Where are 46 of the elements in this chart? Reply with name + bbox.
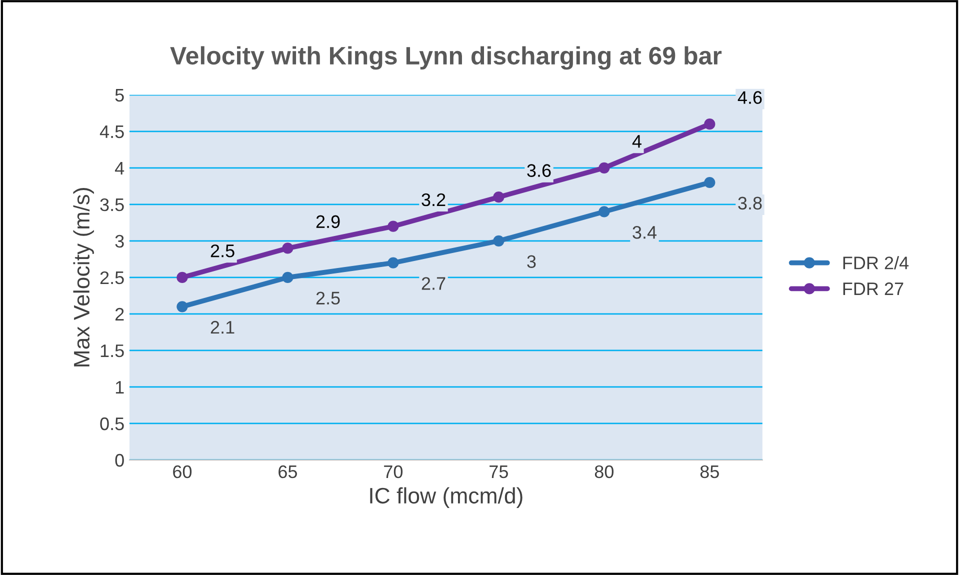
x-tick-label: 60 bbox=[173, 465, 192, 478]
legend-label: FDR 27 bbox=[843, 282, 904, 296]
y-tick-label: 3 bbox=[115, 234, 124, 248]
data-label: 3.2 bbox=[422, 193, 446, 206]
y-tick-label: 4 bbox=[114, 162, 124, 174]
y-tick-label: 3.5 bbox=[100, 198, 124, 212]
y-tick-label: 2.5 bbox=[100, 271, 124, 284]
point bbox=[282, 272, 294, 283]
x-tick-label: 70 bbox=[384, 465, 403, 478]
data-label: 2.1 bbox=[210, 320, 234, 334]
data-label: 2.5 bbox=[210, 244, 234, 258]
x-tick-label: 65 bbox=[278, 465, 297, 478]
point bbox=[704, 118, 716, 130]
y-tick-label: 5 bbox=[115, 88, 124, 102]
data-label: 2.7 bbox=[422, 277, 446, 290]
y-tick-label: 1 bbox=[116, 381, 124, 394]
y-tick-label: 1.5 bbox=[100, 344, 124, 358]
data-label: 3.4 bbox=[632, 226, 657, 239]
x-axis-title: IC flow (mcm/d) bbox=[370, 487, 522, 508]
data-label: 3.8 bbox=[738, 196, 762, 210]
point bbox=[176, 301, 188, 312]
point bbox=[598, 206, 610, 218]
data-label: 4.6 bbox=[738, 91, 762, 104]
x-tick-label: 75 bbox=[490, 466, 508, 478]
data-label: 3.6 bbox=[527, 164, 551, 177]
point bbox=[388, 220, 399, 232]
y-tick-label: 0 bbox=[115, 454, 124, 467]
x-tick-label: 85 bbox=[700, 465, 719, 478]
point bbox=[493, 235, 504, 246]
y-axis-title: Max Velocity (m/s) bbox=[73, 188, 94, 366]
y-tick-label: 0.5 bbox=[100, 417, 124, 430]
point bbox=[598, 162, 610, 174]
y-tick-label: 4.5 bbox=[100, 126, 124, 138]
point bbox=[704, 176, 716, 188]
y-tick-label: 2 bbox=[115, 308, 124, 320]
x-tick-label: 80 bbox=[594, 465, 614, 478]
data-label: 2.9 bbox=[316, 215, 340, 228]
data-label: 4 bbox=[632, 135, 642, 148]
data-label: 2.5 bbox=[316, 292, 340, 305]
point bbox=[282, 242, 294, 254]
legend-label: FDR 2/4 bbox=[843, 256, 909, 270]
point bbox=[388, 257, 399, 268]
chart-title: Velocity with Kings Lynn discharging at 69 bar bbox=[170, 46, 722, 70]
point bbox=[493, 192, 504, 203]
data-label: 3 bbox=[527, 255, 536, 268]
point bbox=[176, 272, 188, 283]
